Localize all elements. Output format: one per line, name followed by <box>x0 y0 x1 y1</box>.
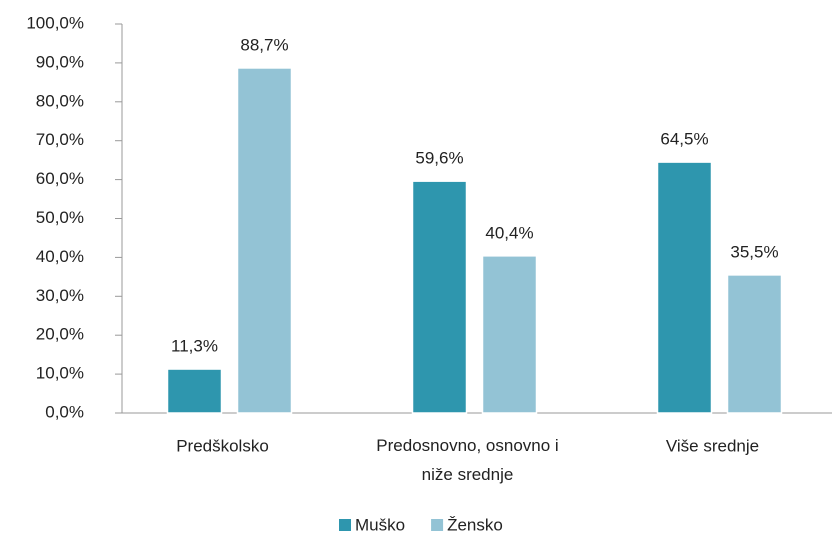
y-tick-label: 80,0% <box>36 91 84 110</box>
x-tick-label: Predškolsko <box>176 436 269 455</box>
y-tick-label: 100,0% <box>26 13 84 32</box>
data-label: 59,6% <box>415 149 463 168</box>
legend-swatch <box>431 519 444 531</box>
data-label: 35,5% <box>730 242 778 261</box>
data-label: 40,4% <box>485 223 533 242</box>
bar <box>656 161 713 414</box>
x-tick-label: Predosnovno, osnovno i niže srednje <box>376 436 558 484</box>
y-tick-label: 10,0% <box>36 364 84 383</box>
y-tick-label: 30,0% <box>36 286 84 305</box>
y-tick-label: 20,0% <box>36 325 84 344</box>
bar <box>236 67 293 414</box>
legend-label: Muško <box>355 515 405 534</box>
y-tick-label: 60,0% <box>36 169 84 188</box>
y-tick-label: 50,0% <box>36 208 84 227</box>
bar <box>726 274 783 414</box>
legend-swatch <box>339 519 351 531</box>
data-label: 88,7% <box>240 35 288 54</box>
data-label: 64,5% <box>660 130 708 149</box>
bar <box>166 368 223 414</box>
bar <box>411 180 468 414</box>
x-tick-label: Više srednje <box>666 436 759 455</box>
data-label: 11,3% <box>171 337 218 356</box>
bar <box>481 255 538 414</box>
y-tick-label: 90,0% <box>36 52 84 71</box>
y-tick-label: 0,0% <box>45 402 84 421</box>
legend-label: Žensko <box>447 515 503 534</box>
y-tick-label: 70,0% <box>36 130 84 149</box>
y-tick-label: 40,0% <box>36 247 84 266</box>
